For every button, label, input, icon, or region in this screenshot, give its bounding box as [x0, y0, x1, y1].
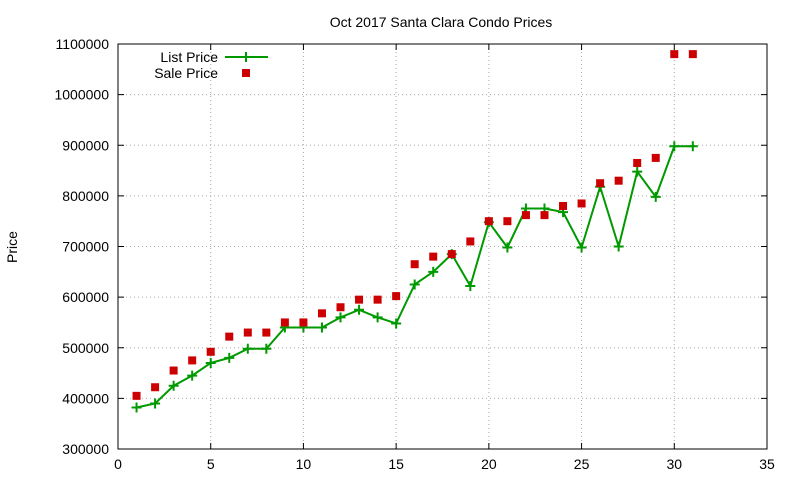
y-tick-label: 500000 [62, 340, 109, 356]
sale-price-point [132, 391, 141, 400]
sale-price-point [466, 237, 475, 246]
sale-price-point [521, 211, 530, 220]
x-tick-label: 5 [207, 456, 215, 472]
x-tick-label: 30 [666, 456, 682, 472]
list-price-line [136, 145, 693, 409]
sale-price-point [540, 211, 549, 220]
legend-square-swatch [242, 69, 250, 77]
list-price-point [168, 380, 179, 391]
sale-price-point [688, 50, 697, 59]
y-tick-label: 1100000 [56, 36, 110, 52]
list-price-point [465, 280, 476, 291]
legend-plus-swatch [241, 52, 251, 62]
sale-price-point [670, 50, 679, 59]
sale-price-point [447, 250, 456, 259]
sale-price-point [614, 176, 623, 185]
list-price-point [687, 141, 698, 152]
list-price-point [502, 242, 513, 253]
y-tick-label: 700000 [62, 239, 109, 255]
sale-price-point [188, 356, 197, 365]
x-tick-label: 35 [759, 456, 775, 472]
y-tick-label: 800000 [62, 188, 109, 204]
sale-price-point [410, 260, 419, 269]
list-price-point [391, 318, 402, 329]
sale-price-point [336, 303, 345, 312]
x-tick-label: 0 [114, 456, 122, 472]
legend-label: List Price [160, 49, 218, 65]
x-tick-label: 25 [574, 456, 590, 472]
sale-price-point [577, 199, 586, 208]
list-price-point [632, 166, 643, 177]
sale-price-point [503, 217, 512, 226]
list-price-point [335, 312, 346, 323]
list-price-point [131, 402, 142, 413]
list-price-point [650, 191, 661, 202]
list-price-point [409, 279, 420, 290]
sale-price-point [392, 292, 401, 301]
x-tick-label: 10 [296, 456, 312, 472]
y-tick-label: 1000000 [54, 87, 109, 103]
sale-price-point [151, 383, 160, 392]
sale-price-point [559, 202, 568, 210]
sale-price-point [280, 318, 289, 327]
list-price-point [205, 357, 216, 368]
sale-price-point [262, 328, 271, 337]
sale-price-point [355, 295, 364, 304]
sale-price-point [317, 309, 326, 318]
y-tick-label: 400000 [62, 390, 109, 406]
plot-frame [117, 43, 768, 450]
sale-price-point [373, 295, 382, 304]
sale-price-point [299, 318, 308, 327]
chart-title: Oct 2017 Santa Clara Condo Prices [330, 14, 553, 30]
sale-price-point [429, 252, 438, 261]
sale-price-point [225, 332, 234, 341]
sale-price-point [651, 153, 660, 162]
legend-label: Sale Price [154, 65, 218, 81]
list-price-point [669, 141, 680, 152]
x-tick-label: 20 [481, 456, 497, 472]
y-tick-label: 900000 [62, 137, 109, 153]
sale-price-point [243, 328, 252, 337]
y-tick-label: 300000 [62, 441, 109, 457]
list-price-point [242, 343, 253, 354]
list-price-point [261, 343, 272, 354]
list-price-point [428, 266, 439, 277]
axis-ticks: 0 5 10 15 20 25 30 35 300000 400000 500000 600000 70… [54, 36, 775, 472]
list-price-point [354, 304, 365, 315]
list-price-point [224, 352, 235, 363]
y-tick-label: 600000 [62, 289, 109, 305]
sale-price-point [206, 347, 215, 356]
sale-price-point [169, 366, 178, 375]
list-price-point [316, 322, 327, 333]
series-layer [131, 50, 698, 413]
list-price-point [372, 312, 383, 323]
sale-price-point [633, 158, 642, 167]
list-price-point [187, 370, 198, 381]
list-price-point [576, 242, 587, 253]
list-price-point [150, 398, 161, 409]
sale-price-point [484, 217, 493, 226]
y-axis-label: Price [4, 231, 20, 263]
list-price-point [613, 241, 624, 252]
x-tick-label: 15 [388, 456, 404, 472]
sale-price-point [596, 179, 605, 188]
grid-lines [118, 44, 767, 449]
